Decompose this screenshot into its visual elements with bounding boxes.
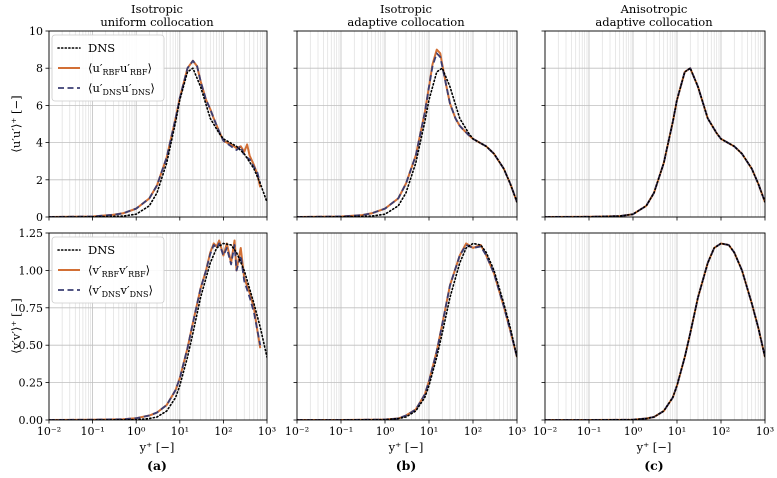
legend-top: DNS ⟨u′RBFu′RBF⟩ ⟨u′DNSu′DNS⟩ (51, 34, 165, 102)
panel-c-top (541, 30, 766, 221)
y-tick-label: 0.75 (19, 302, 44, 315)
x-tick-label: 10¹ (171, 425, 189, 438)
panel-a-top: 0 2 4 6 8 10 DNS ⟨u′RBFu′RBF⟩ ⟨u′DNSu′DNS⟩ (29, 25, 268, 224)
column-titles: Isotropic uniform collocation Isotropic … (100, 2, 713, 29)
y-tick-label: 4 (36, 137, 43, 150)
x-tick-label: 10⁻² (37, 425, 61, 438)
series-line-dns-interp (545, 242, 765, 420)
y-tick-label: 10 (29, 25, 43, 38)
grid (296, 232, 518, 421)
x-tick-label: 10¹ (420, 425, 438, 438)
col-c-title-line2: adaptive collocation (595, 15, 713, 29)
legend-bottom: DNS ⟨v′RBFv′RBF⟩ ⟨v′DNSv′DNS⟩ (51, 236, 165, 304)
legend-label: ⟨v′RBFv′RBF⟩ (88, 263, 150, 279)
legend-box (51, 236, 165, 304)
series-group (545, 242, 765, 420)
series-line-dns-interp (297, 52, 517, 217)
legend-label: ⟨u′DNSu′DNS⟩ (88, 81, 155, 97)
col-b-title-line1: Isotropic (380, 2, 432, 16)
x-tick-label: 10⁰ (376, 425, 395, 438)
x-tick-label: 10² (214, 425, 232, 438)
grid (544, 30, 766, 218)
axes-frame (544, 30, 766, 218)
y-tick-label: 6 (36, 99, 43, 112)
col-a-title-line2: uniform collocation (100, 15, 214, 29)
x-tick-label: 10⁻² (285, 425, 309, 438)
series-line-dns (297, 67, 517, 217)
x-tick-label: 10⁻¹ (577, 425, 601, 438)
series-group (297, 48, 517, 217)
y-axis-label-top: ⟨u′u′⟩⁺ [−] (9, 95, 23, 152)
axes-frame (296, 232, 518, 421)
axes-frame (296, 30, 518, 218)
legend-label: DNS (88, 243, 115, 257)
col-c-title-line1: Anisotropic (620, 2, 688, 16)
x-tick-label: 10³ (508, 425, 526, 438)
axes-frame (544, 232, 766, 421)
y-tick-label: 1.00 (19, 264, 44, 277)
y-tick-label: 0.50 (19, 339, 44, 352)
y-tick-label: 0.25 (19, 377, 44, 390)
series-line-rbf (545, 242, 765, 420)
legend-label: ⟨u′RBFu′RBF⟩ (88, 61, 152, 77)
y-tick-label: 0 (36, 211, 43, 224)
series-line-dns (545, 242, 765, 420)
panel-b-top (293, 30, 518, 221)
panel-c-bottom: 10⁻² 10⁻¹ 10⁰ 10¹ 10² 10³ (533, 232, 774, 438)
x-tick-label: 10³ (756, 425, 774, 438)
x-tick-label: 10⁰ (127, 425, 146, 438)
axes-frame (48, 232, 268, 421)
panel-a-bottom: 10⁻² 10⁻¹ 10⁰ 10¹ 10² 10³ 0.00 0.25 0.50 0.75 1.00… (19, 227, 277, 438)
col-a-title-line1: Isotropic (131, 2, 183, 16)
grid (544, 232, 766, 421)
axes-frame (48, 30, 268, 218)
panel-label-c: (c) (644, 458, 663, 473)
x-tick-label: 10⁰ (624, 425, 643, 438)
x-tick-label: 10² (464, 425, 482, 438)
series-group (49, 239, 267, 420)
series-line-rbf (297, 242, 517, 420)
x-tick-label: 10² (712, 425, 730, 438)
x-axis-label-c: y⁺ [−] (636, 440, 672, 454)
series-line-dns (297, 242, 517, 420)
y-axis-label-bottom: ⟨v′v′⟩⁺ [−] (9, 298, 23, 354)
panel-label-b: (b) (396, 458, 417, 473)
panel-b-bottom: 10⁻² 10⁻¹ 10⁰ 10¹ 10² 10³ (285, 232, 526, 438)
series-group (545, 67, 765, 217)
series-line-dns-interp (297, 244, 517, 420)
series-line-dns (49, 242, 267, 420)
x-tick-label: 10⁻² (533, 425, 557, 438)
y-tick-label: 8 (36, 62, 43, 75)
x-tick-label: 10¹ (668, 425, 686, 438)
series-line-dns-interp (49, 242, 262, 420)
x-tick-label: 10³ (258, 425, 276, 438)
series-line-dns (49, 67, 267, 217)
series-group (297, 242, 517, 420)
series-line-dns (545, 67, 765, 217)
x-tick-label: 10⁻¹ (80, 425, 104, 438)
x-axis-label-b: y⁺ [−] (388, 440, 424, 454)
legend-box (51, 34, 165, 102)
legend-label: DNS (88, 41, 115, 55)
col-b-title-line2: adaptive collocation (347, 15, 465, 29)
y-tick-label: 0.00 (19, 414, 44, 427)
legend-label: ⟨v′DNSv′DNS⟩ (88, 283, 153, 299)
series-group (49, 59, 267, 217)
panel-label-a: (a) (147, 458, 167, 473)
x-tick-label: 10⁻¹ (329, 425, 353, 438)
x-axis-label-a: y⁺ [−] (139, 440, 175, 454)
y-tick-label: 1.25 (19, 227, 44, 240)
y-tick-label: 2 (36, 174, 43, 187)
